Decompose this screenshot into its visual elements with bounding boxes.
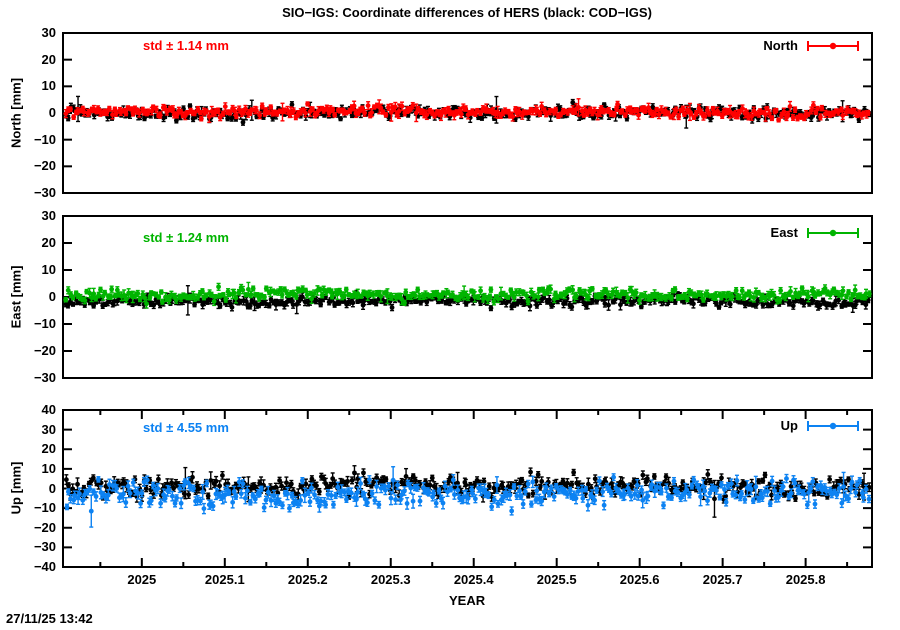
plot-timestamp: 27/11/25 13:42 xyxy=(6,611,93,626)
legend-label-north: North xyxy=(678,38,798,53)
y-tick-label: −10 xyxy=(0,316,56,332)
y-tick-label: 20 xyxy=(0,52,56,68)
legend-sample-east xyxy=(807,228,859,238)
y-tick-label: −10 xyxy=(0,132,56,148)
y-tick-label: −40 xyxy=(0,559,56,575)
y-tick-label: 0 xyxy=(0,289,56,305)
scatter-series-sio-igs-up xyxy=(64,466,872,528)
y-tick-label: 30 xyxy=(0,422,56,438)
y-tick-label: 40 xyxy=(0,402,56,418)
scatter-series-sio-igs-east xyxy=(63,281,872,309)
legend-sample-north xyxy=(807,41,859,51)
y-tick-label: 10 xyxy=(0,78,56,94)
y-tick-label: 30 xyxy=(0,208,56,224)
std-annotation-north: std ± 1.14 mm xyxy=(143,38,229,53)
std-annotation-east: std ± 1.24 mm xyxy=(143,230,229,245)
legend-label-east: East xyxy=(678,225,798,240)
x-tick-label: 2025.1 xyxy=(193,572,257,588)
x-tick-label: 2025.5 xyxy=(525,572,589,588)
y-tick-label: −20 xyxy=(0,343,56,359)
y-tick-label: −30 xyxy=(0,185,56,201)
x-tick-label: 2025.8 xyxy=(774,572,838,588)
legend-label-up: Up xyxy=(678,418,798,433)
legend-sample-up xyxy=(807,421,859,431)
y-tick-label: −20 xyxy=(0,520,56,536)
scatter-series-sio-igs-north xyxy=(63,98,871,123)
figure-title: SIO−IGS: Coordinate differences of HERS … xyxy=(17,5,900,20)
x-tick-label: 2025.2 xyxy=(276,572,340,588)
x-tick-label: 2025 xyxy=(110,572,174,588)
y-tick-label: 20 xyxy=(0,441,56,457)
y-tick-label: −10 xyxy=(0,500,56,516)
y-tick-label: 0 xyxy=(0,105,56,121)
y-tick-label: 10 xyxy=(0,262,56,278)
x-tick-label: 2025.6 xyxy=(608,572,672,588)
x-axis-label: YEAR xyxy=(449,593,485,608)
x-tick-label: 2025.3 xyxy=(359,572,423,588)
x-tick-label: 2025.4 xyxy=(442,572,506,588)
y-tick-label: −30 xyxy=(0,370,56,386)
y-tick-label: −20 xyxy=(0,158,56,174)
y-tick-label: −30 xyxy=(0,539,56,555)
x-tick-label: 2025.7 xyxy=(691,572,755,588)
std-annotation-up: std ± 4.55 mm xyxy=(143,420,229,435)
y-tick-label: 20 xyxy=(0,235,56,251)
y-tick-label: 0 xyxy=(0,481,56,497)
y-tick-label: 30 xyxy=(0,25,56,41)
y-tick-label: 10 xyxy=(0,461,56,477)
